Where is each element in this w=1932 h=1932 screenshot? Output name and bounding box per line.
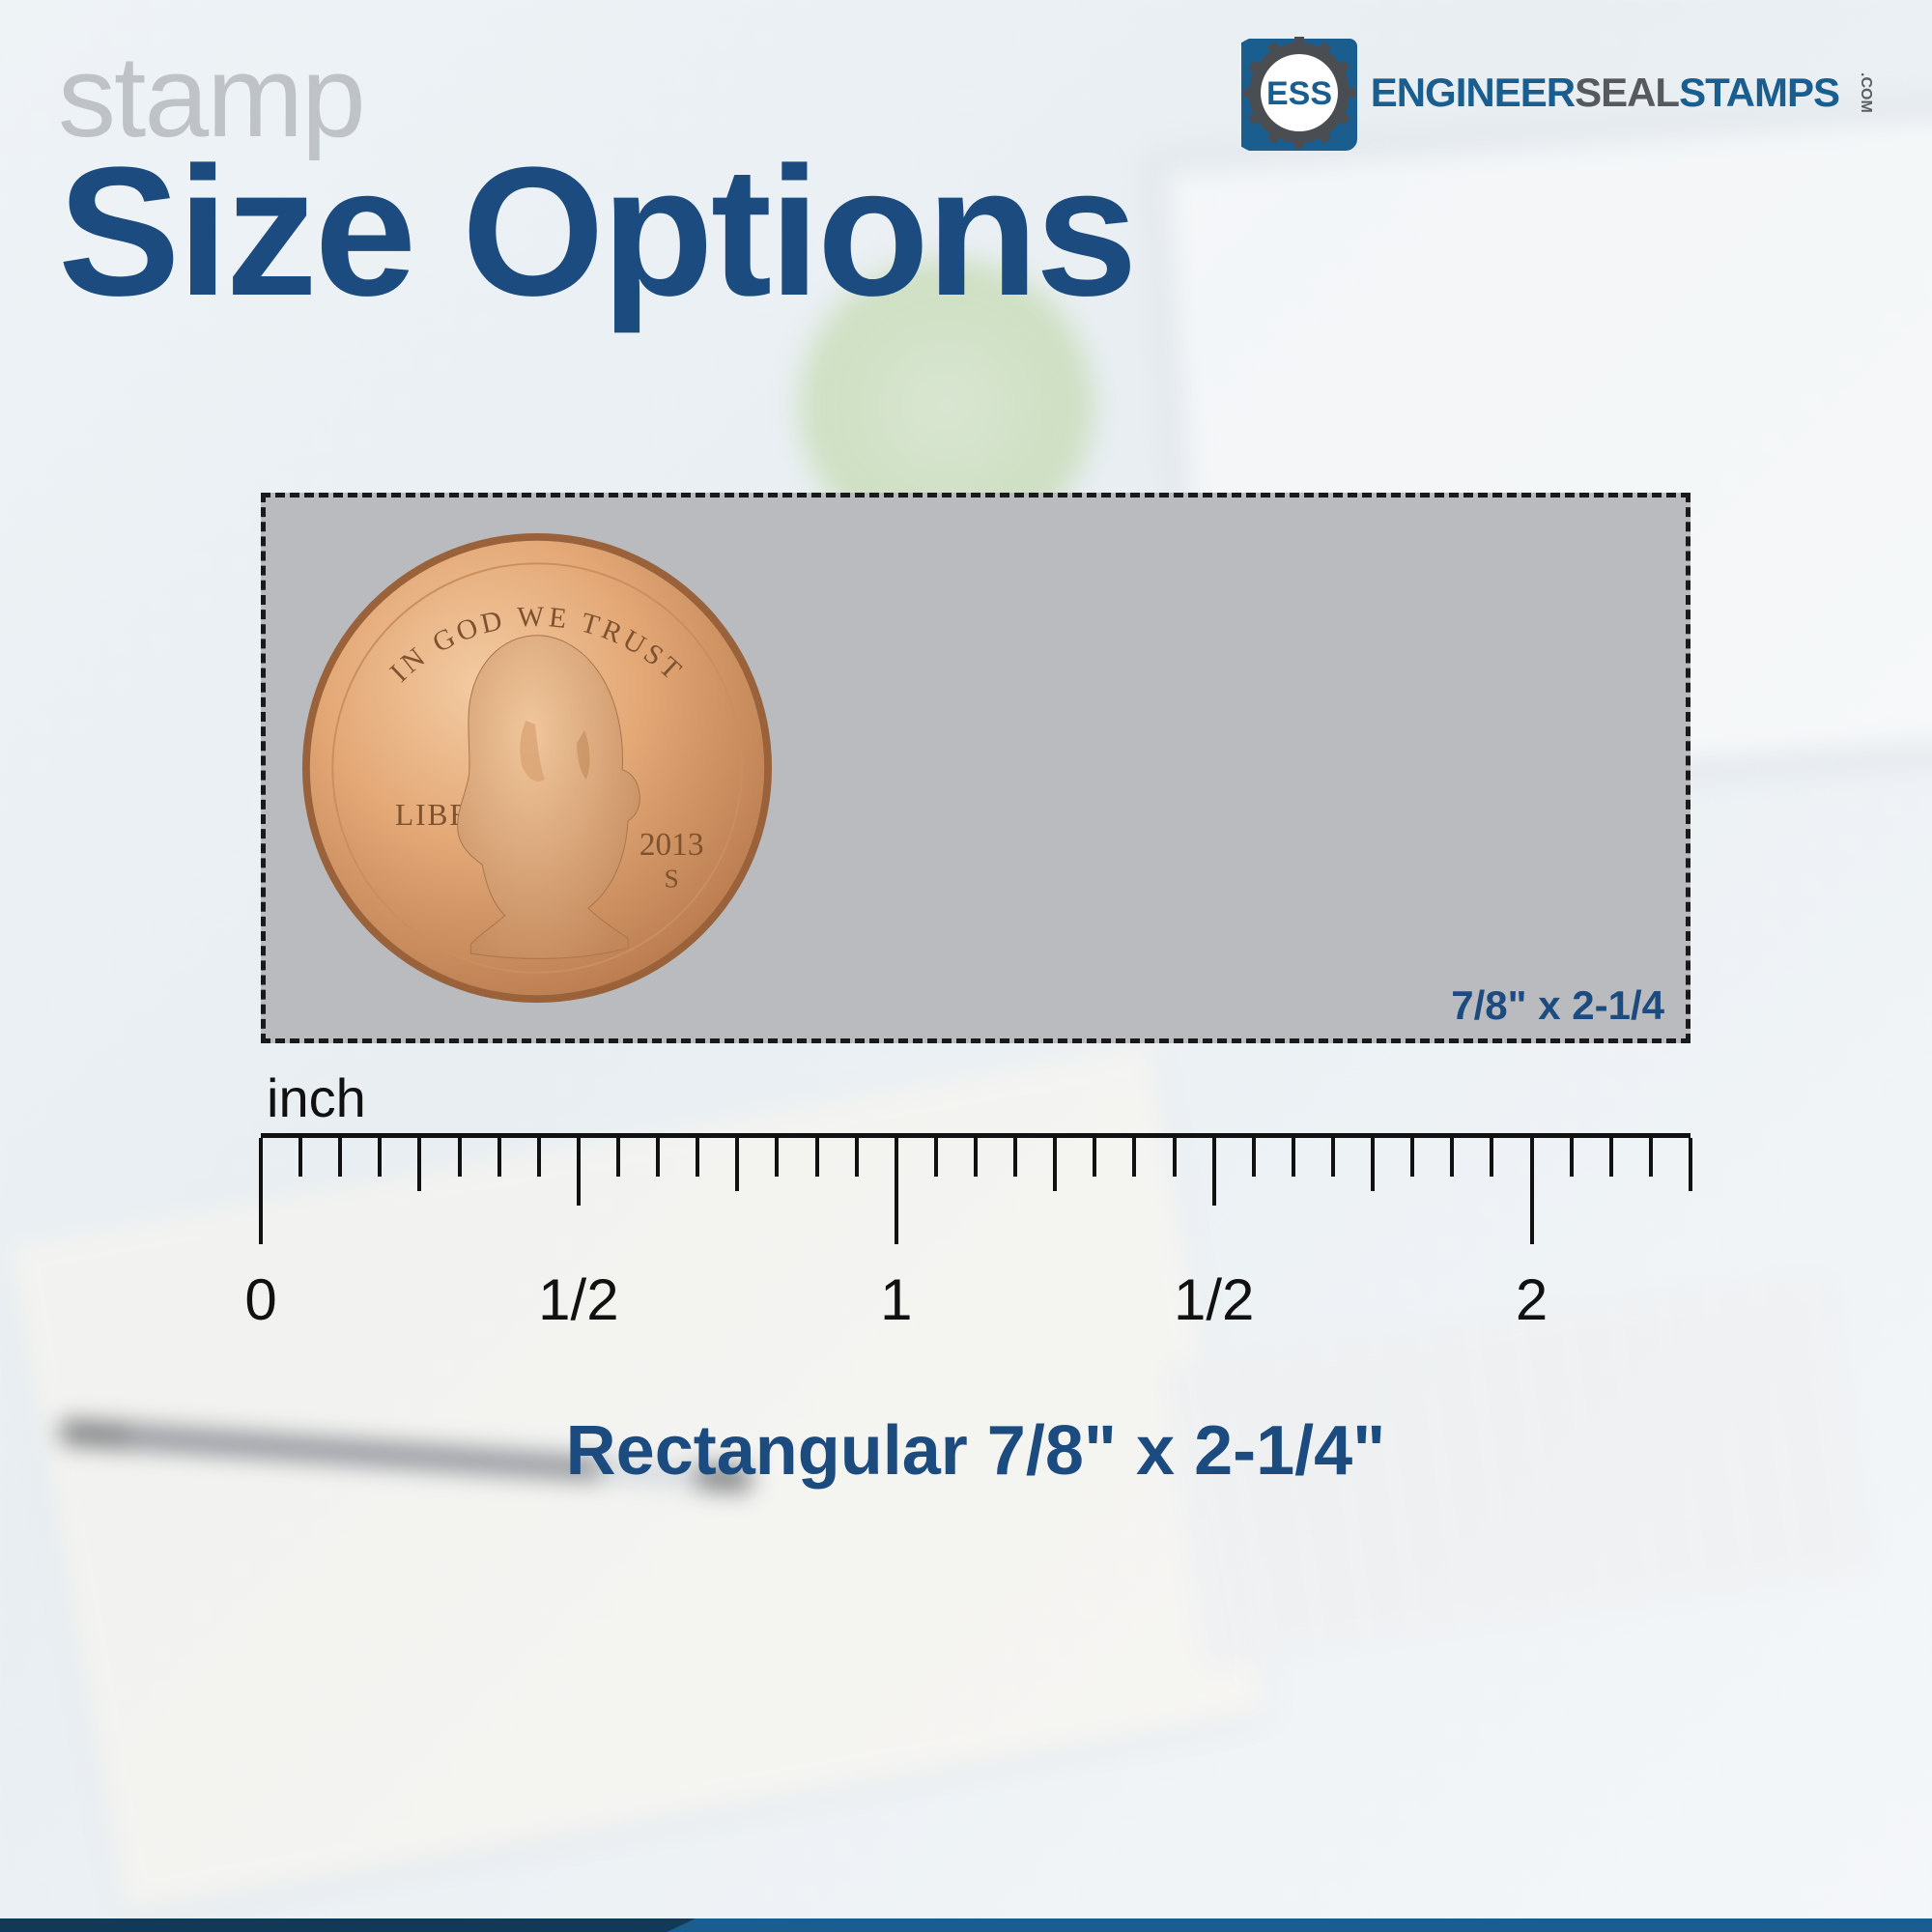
ruler-tick [974,1138,978,1177]
ruler-tick [298,1138,302,1177]
caption: Rectangular 7/8" x 2-1/4" [261,1411,1690,1491]
ruler-tick [1212,1138,1216,1206]
ruler-tick [656,1138,660,1177]
ruler-tick [1689,1138,1692,1191]
stamp-rectangle: IN GOD WE TRUST LIBERTY 2013 S 7/8" x 2-… [261,493,1690,1043]
ruler-tick [1371,1138,1375,1191]
ruler-tick [537,1138,541,1177]
ruler-tick [1132,1138,1136,1177]
ruler-tick [1292,1138,1295,1177]
logo-tld: .COM [1857,72,1874,113]
penny-icon: IN GOD WE TRUST LIBERTY 2013 S [300,531,774,1005]
ruler-tick [616,1138,620,1177]
ruler-label: 1 [880,1266,912,1333]
ruler-tick [1013,1138,1017,1177]
ruler: inch 01/211/22 [261,1066,1690,1344]
ruler-tick [497,1138,501,1177]
ruler-tick [1570,1138,1574,1177]
stamp-area: IN GOD WE TRUST LIBERTY 2013 S 7/8" x 2-… [261,493,1690,1491]
ruler-tick [855,1138,859,1177]
ruler-tick [577,1138,581,1206]
svg-text:S: S [665,864,679,893]
ruler-tick [338,1138,342,1177]
ruler-scale [261,1133,1690,1259]
ruler-tick [378,1138,382,1177]
ruler-tick [895,1138,898,1244]
ruler-tick [696,1138,699,1177]
ruler-tick [1331,1138,1335,1177]
logo-seg2: SEAL [1575,70,1679,115]
ruler-tick [1173,1138,1177,1177]
ruler-labels: 01/211/22 [261,1266,1690,1344]
content: stamp Size Options [0,0,1932,1932]
ruler-tick [259,1138,263,1244]
logo-mark-icon: ESS [1241,35,1357,151]
ruler-label: 2 [1516,1266,1548,1333]
logo-seg3: STAMPS [1679,70,1839,115]
ruler-tick [1490,1138,1493,1177]
ruler-tick [1410,1138,1414,1177]
logo-seg1: ENGINEER [1371,70,1575,115]
ruler-tick [458,1138,462,1177]
stamp-size-label: 7/8" x 2-1/4 [1451,982,1664,1029]
page-title: Size Options [58,145,1874,320]
ruler-tick [934,1138,938,1177]
footer-accent [0,1918,1932,1932]
svg-text:2013: 2013 [639,827,704,863]
ruler-tick [1649,1138,1653,1177]
ruler-tick [1609,1138,1613,1177]
ruler-tick [1252,1138,1256,1177]
brand-logo: ESS ENGINEERSEALSTAMPS .COM [1241,35,1874,151]
ruler-tick [815,1138,819,1177]
ruler-unit-label: inch [267,1066,1690,1129]
ruler-tick [735,1138,739,1191]
ruler-tick [1093,1138,1096,1177]
ruler-tick [775,1138,779,1177]
ruler-tick [1053,1138,1057,1191]
ruler-tick [1450,1138,1454,1177]
ruler-label: 1/2 [538,1266,618,1333]
ruler-tick [417,1138,421,1191]
ruler-label: 1/2 [1174,1266,1254,1333]
ruler-tick [1530,1138,1534,1244]
svg-text:ESS: ESS [1266,75,1332,112]
ruler-label: 0 [244,1266,276,1333]
logo-text: ENGINEERSEALSTAMPS [1371,70,1839,116]
